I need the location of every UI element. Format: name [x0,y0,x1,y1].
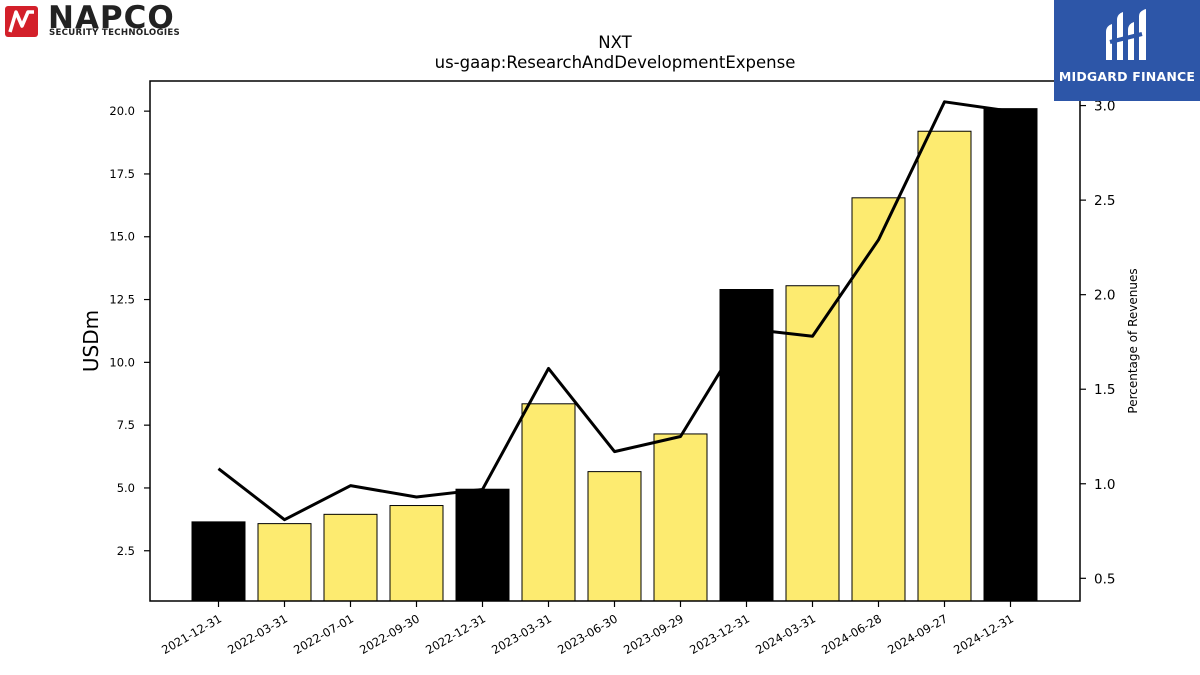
bar-series [191,108,1038,602]
x-tick-label: 2022-09-30 [357,611,422,657]
x-tick-label: 2022-03-31 [225,611,290,657]
y-tick-label: 20.0 [109,104,135,118]
bar-2022-07-01 [323,513,378,602]
midgard-wordmark: MIDGARD FINANCE [1058,69,1196,84]
bar-2024-12-31 [983,108,1038,602]
y2-tick-label: 1.0 [1094,477,1115,493]
y2-tick-label: 2.0 [1094,288,1115,304]
y-tick-label: 5.0 [117,481,135,495]
y-tick-label: 10.0 [109,355,135,369]
napco-wordmark: NAPCO [48,0,175,36]
y-axis-label: USDm [79,310,103,372]
y2-tick-label: 1.5 [1094,382,1115,398]
napco-tagline: SECURITY TECHNOLOGIES [49,28,181,38]
x-tick-label: 2023-09-29 [621,611,686,657]
bar-2023-06-30 [587,471,642,602]
left-axis-ticks: 2.5 5.0 7.5 10.0 12.5 15.0 17.5 20.0 [109,104,150,558]
y2-axis-label: Percentage of Revenues [1126,268,1140,413]
bar-2024-03-31 [785,285,840,602]
bar-2022-03-31 [257,523,312,602]
bar-2024-06-28 [851,197,906,602]
percentage-line [217,100,1011,522]
y2-tick-label: 2.5 [1094,193,1115,209]
x-axis-ticks: 2021-12-31 2022-03-31 2022-07-01 2022-09-30… [159,601,1016,657]
y-tick-label: 17.5 [109,167,135,181]
y-tick-label: 7.5 [117,418,135,432]
x-tick-label: 2022-12-31 [423,611,488,657]
y-tick-label: 15.0 [109,230,135,244]
y2-tick-label: 3.0 [1094,99,1115,115]
bar-2023-09-29 [653,433,708,602]
bar-2022-12-31 [455,488,510,602]
bar-2023-12-31 [719,289,774,602]
x-tick-label: 2023-12-31 [687,611,752,657]
midgard-logo-icon [1106,9,1146,60]
x-tick-label: 2023-03-31 [489,611,554,657]
napco-logo-icon [5,6,38,37]
midgard-finance-logo: MIDGARD FINANCE [1054,0,1200,101]
y-tick-label: 2.5 [117,544,135,558]
bar-2022-09-30 [389,505,444,602]
x-tick-label: 2023-06-30 [555,611,620,657]
y-tick-label: 12.5 [109,293,135,307]
chart-title: NXT [598,33,632,52]
line-series [217,100,1011,522]
napco-logo: NAPCO SECURITY TECHNOLOGIES [4,0,214,40]
bar-2023-03-31 [521,403,576,602]
x-tick-label: 2024-03-31 [753,611,818,657]
x-tick-label: 2024-09-27 [885,611,950,657]
x-tick-label: 2024-12-31 [951,611,1016,657]
chart-subtitle: us-gaap:ResearchAndDevelopmentExpense [435,53,796,72]
bar-2021-12-31 [191,521,246,602]
x-tick-label: 2024-06-28 [819,611,884,657]
x-tick-label: 2022-07-01 [291,611,356,657]
bar-2024-09-27 [917,130,972,602]
y2-tick-label: 0.5 [1094,571,1115,587]
right-axis-ticks: 0.5 1.0 1.5 2.0 2.5 3.0 [1080,99,1115,587]
x-tick-label: 2021-12-31 [159,611,224,657]
